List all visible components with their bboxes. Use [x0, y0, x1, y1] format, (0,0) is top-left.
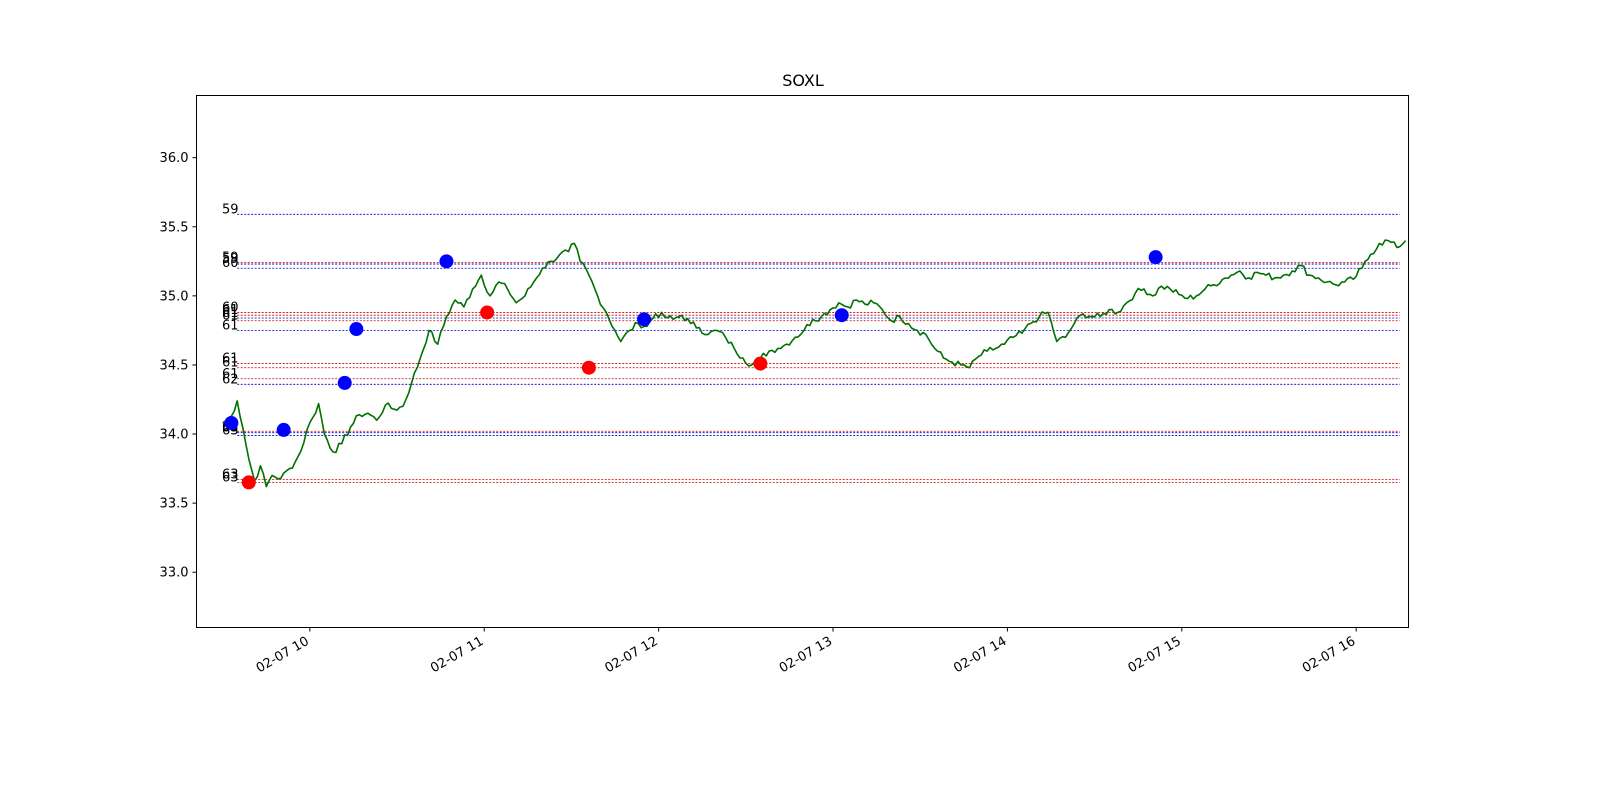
- level-label: 61: [222, 309, 239, 324]
- level-label: 59: [222, 202, 239, 217]
- level-label: 59: [222, 252, 239, 267]
- y-tick-label: 34.5: [160, 358, 189, 373]
- level-label: 61: [222, 356, 239, 371]
- buy-marker: [637, 312, 652, 327]
- price-line-layer: [222, 239, 1407, 488]
- sell-marker: [241, 475, 256, 490]
- signal-markers: [224, 250, 1163, 490]
- y-tick-label: 33.0: [160, 566, 189, 581]
- support-resistance-levels: 595959606061616161616161626263636363: [222, 202, 1400, 485]
- level-label: 61: [222, 367, 239, 382]
- y-tick-label: 34.0: [160, 428, 189, 443]
- buy-marker: [276, 422, 291, 437]
- buy-marker: [349, 322, 364, 337]
- level-label: 62: [222, 372, 239, 387]
- level-label: 61: [222, 303, 239, 318]
- price-line: [222, 239, 1407, 488]
- y-tick-label: 35.5: [160, 220, 189, 235]
- level-label: 61: [222, 306, 239, 321]
- plot-frame: [196, 95, 1409, 628]
- sell-marker: [753, 356, 768, 371]
- level-label: 60: [222, 256, 239, 271]
- y-tick-label: 35.0: [160, 289, 189, 304]
- chart-title: SOXL: [782, 71, 824, 90]
- level-label: 61: [222, 352, 239, 367]
- level-label: 59: [222, 251, 239, 266]
- buy-marker: [337, 375, 352, 390]
- sell-marker: [581, 360, 596, 375]
- y-tick-label: 36.0: [160, 151, 189, 166]
- y-tick-label: 33.5: [160, 497, 189, 512]
- level-label: 63: [222, 470, 239, 485]
- level-label: 60: [222, 300, 239, 315]
- buy-marker: [1148, 250, 1163, 265]
- sell-marker: [480, 305, 495, 320]
- buy-marker: [224, 415, 239, 430]
- level-label: 61: [222, 318, 239, 333]
- level-label: 63: [222, 468, 239, 483]
- buy-marker: [834, 308, 849, 323]
- buy-marker: [439, 254, 454, 269]
